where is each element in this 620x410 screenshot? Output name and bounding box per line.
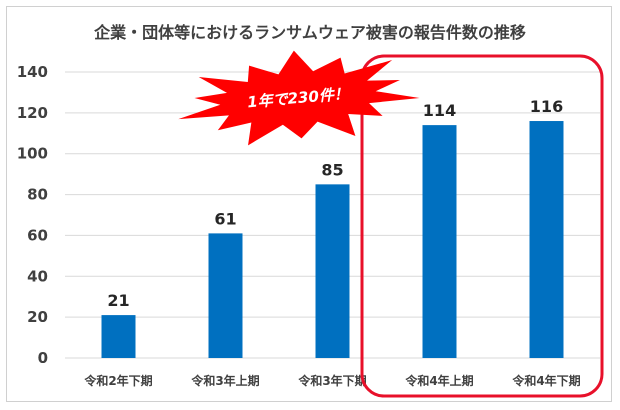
x-category-label: 令和2年下期	[83, 373, 152, 388]
data-label: 21	[107, 291, 129, 310]
bar	[529, 121, 564, 359]
bar	[315, 184, 350, 358]
data-labels: 21 61 85 114 116	[107, 97, 563, 310]
y-tick-label: 120	[17, 104, 48, 122]
highlight-box	[360, 54, 604, 398]
callout-burst: 1年で230件！	[178, 50, 420, 146]
y-tick-label: 40	[27, 267, 48, 285]
y-axis-ticks: 0 20 40 60 80 100 120 140	[17, 63, 48, 367]
x-category-label: 令和4年下期	[511, 373, 580, 388]
bar	[208, 233, 243, 358]
y-tick-label: 0	[38, 349, 48, 367]
y-tick-label: 20	[27, 308, 48, 326]
x-category-label: 令和3年上期	[190, 373, 259, 388]
x-category-label: 令和3年下期	[297, 373, 366, 388]
data-label: 116	[530, 97, 563, 116]
bar	[422, 125, 457, 358]
burst-shape	[178, 50, 420, 146]
chart-frame	[6, 6, 612, 402]
bars	[101, 121, 564, 359]
data-label: 85	[321, 160, 343, 179]
x-category-label: 令和4年上期	[404, 373, 473, 388]
y-tick-label: 60	[27, 226, 48, 244]
bar	[101, 315, 136, 358]
data-label: 61	[214, 209, 236, 228]
y-tick-label: 140	[17, 63, 48, 81]
x-axis-categories: 令和2年下期 令和3年上期 令和3年下期 令和4年上期 令和4年下期	[83, 373, 580, 388]
chart-title: 企業・団体等におけるランサムウェア被害の報告件数の推移	[93, 23, 526, 42]
y-tick-label: 80	[27, 186, 48, 204]
y-tick-label: 100	[17, 145, 48, 163]
data-label: 114	[423, 101, 456, 120]
